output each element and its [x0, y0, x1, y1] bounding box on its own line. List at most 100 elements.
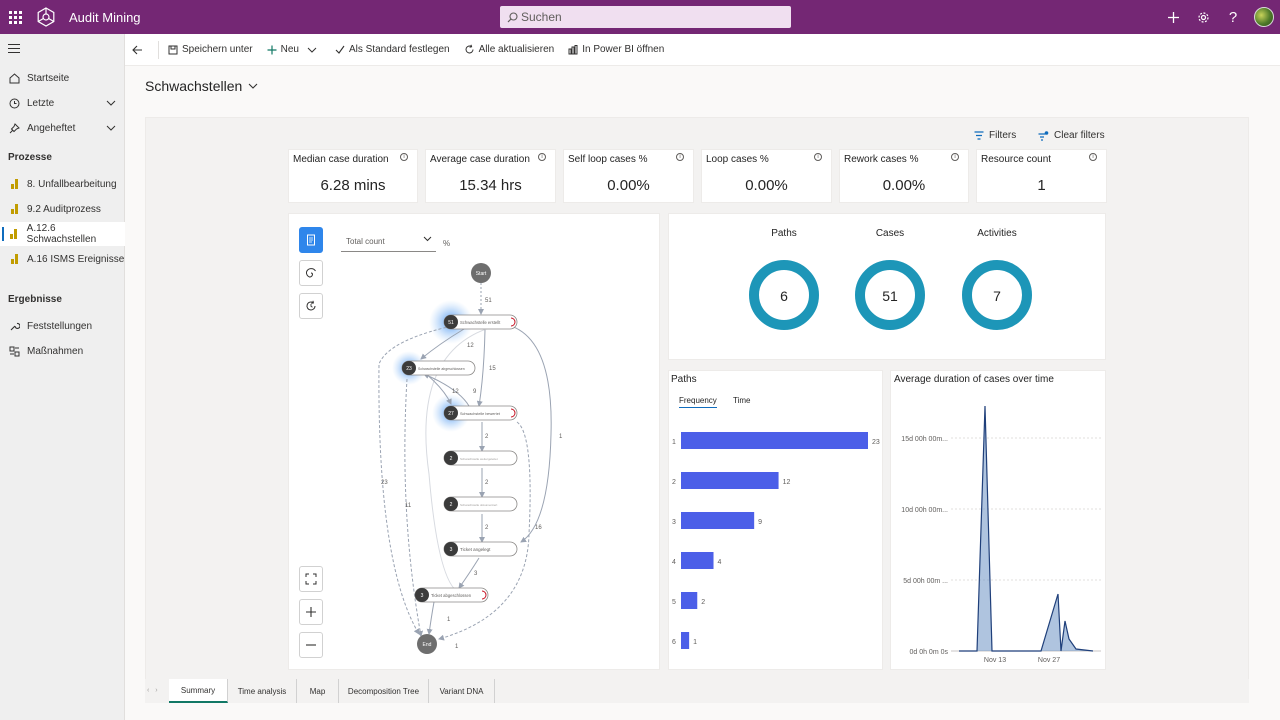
activity-node[interactable]: 27 Schwachstelle bewertet: [443, 405, 518, 421]
info-icon[interactable]: i: [538, 153, 546, 161]
paths-bar-chart: 1 232 123 94 45 26 1: [672, 432, 880, 649]
kpi-card[interactable]: Rework cases % i 0.00%: [839, 149, 969, 203]
activity-node[interactable]: 3 Ticket abgeschlossen: [414, 587, 489, 603]
report-icon: [8, 179, 20, 189]
y-tick-label: 5d 00h 00m ...: [903, 578, 948, 585]
info-icon[interactable]: i: [951, 153, 959, 161]
chevron-down-icon[interactable]: [106, 98, 116, 109]
app-title[interactable]: Audit Mining: [69, 9, 141, 25]
path-bar[interactable]: [681, 512, 755, 529]
gear-icon[interactable]: [1188, 0, 1218, 34]
set-default-label: Als Standard festlegen: [348, 44, 450, 55]
avatar[interactable]: [1254, 7, 1274, 27]
tab-frequency[interactable]: Frequency: [679, 396, 717, 408]
node-name: Schwachstelle bewertet: [460, 412, 501, 416]
search-input[interactable]: Suchen: [500, 6, 791, 28]
tab-decomposition-tree[interactable]: Decomposition Tree: [339, 679, 429, 703]
info-icon[interactable]: i: [814, 153, 822, 161]
filter-icon: [974, 131, 984, 140]
chevron-down-icon[interactable]: [307, 47, 317, 53]
sidebar-item-letzte[interactable]: Letzte: [0, 91, 125, 115]
sidebar-item-startseite[interactable]: Startseite: [0, 66, 125, 90]
info-icon[interactable]: i: [400, 153, 408, 161]
activity-node[interactable]: 2 Schwachstelle weitergeleitet: [443, 450, 518, 466]
set-default-button[interactable]: Als Standard festlegen: [335, 44, 450, 55]
kpi-card[interactable]: Average case duration i 15.34 hrs: [425, 149, 556, 203]
donut-activities[interactable]: [962, 260, 1032, 330]
page-title[interactable]: Schwachstellen: [145, 78, 258, 94]
sidebar-item-feststellungen[interactable]: Feststellungen: [0, 314, 125, 338]
metric-dropdown[interactable]: Total count: [341, 233, 436, 252]
path-bar[interactable]: [681, 552, 714, 569]
map-edges: [378, 283, 552, 641]
sidebar-item-isms-ereignisse[interactable]: A.16 ISMS Ereignisse: [0, 247, 125, 271]
activity-node[interactable]: 2 Schwachstelle dokumentiert: [443, 496, 518, 512]
process-map-panel: 51 12 15 12 9 2 2 2 3 1 1 23 11 16 1 Sta…: [288, 213, 660, 670]
sidebar-item-label: 9.2 Auditprozess: [27, 203, 101, 215]
performance-view-button[interactable]: [299, 260, 323, 286]
zoom-in-button[interactable]: [299, 599, 323, 625]
zoom-out-button[interactable]: [299, 632, 323, 658]
kpi-card[interactable]: Median case duration i 6.28 mins: [288, 149, 418, 203]
percent-toggle[interactable]: %: [443, 239, 451, 248]
tab-time-analysis[interactable]: Time analysis: [228, 679, 297, 703]
path-bar[interactable]: [681, 592, 698, 609]
tab-variant-dna[interactable]: Variant DNA: [429, 679, 495, 703]
report-icon: [8, 204, 20, 214]
tab-summary[interactable]: Summary: [169, 679, 228, 703]
frequency-view-button[interactable]: [299, 227, 323, 253]
activity-node[interactable]: 23 Schwachstelle abgeschlossen: [401, 360, 476, 376]
donut-cases[interactable]: [855, 260, 925, 330]
donut-value: 7: [993, 288, 1001, 304]
page-title-text: Schwachstellen: [145, 78, 243, 94]
add-icon[interactable]: [1158, 0, 1188, 34]
filters-button[interactable]: Filters: [974, 130, 1016, 141]
sidebar-item-schwachstellen[interactable]: A.12.6 Schwachstellen: [0, 222, 125, 246]
hamburger-menu-icon[interactable]: [8, 44, 20, 56]
end-node[interactable]: End: [417, 634, 437, 654]
path-bar[interactable]: [681, 472, 779, 489]
rework-view-button[interactable]: [299, 293, 323, 319]
info-icon[interactable]: i: [1089, 153, 1097, 161]
new-button[interactable]: Neu: [267, 44, 321, 55]
kpi-label: Average case duration: [430, 154, 530, 165]
path-bar[interactable]: [681, 432, 868, 449]
start-node[interactable]: Start: [471, 263, 491, 283]
donut-paths[interactable]: [749, 260, 819, 330]
app-launcher-icon[interactable]: [1, 0, 29, 34]
report-icon: [8, 229, 20, 239]
sidebar-item-unfallbearbeitung[interactable]: 8. Unfallbearbeitung: [0, 172, 125, 196]
chevron-down-icon[interactable]: [106, 123, 116, 134]
tab-map[interactable]: Map: [297, 679, 339, 703]
clear-filters-button[interactable]: Clear filters: [1038, 130, 1105, 141]
path-bar[interactable]: [681, 632, 690, 649]
info-icon[interactable]: i: [676, 153, 684, 161]
kpi-label: Self loop cases %: [568, 154, 648, 165]
node-name: Schwachstelle weitergeleitet: [460, 457, 498, 461]
sidebar-item-auditprozess[interactable]: 9.2 Auditprozess: [0, 197, 125, 221]
refresh-all-button[interactable]: Alle aktualisieren: [464, 44, 554, 55]
chevron-down-icon[interactable]: [248, 83, 258, 89]
node-name: Ticket abgeschlossen: [431, 593, 472, 598]
save-as-button[interactable]: Speichern unter: [168, 44, 253, 55]
help-icon[interactable]: ?: [1228, 8, 1238, 26]
tab-time[interactable]: Time: [733, 396, 751, 405]
refresh-icon: [464, 44, 475, 55]
powerbi-icon: [568, 44, 578, 55]
summary-donuts-panel: Paths Cases Activities 6 51 7: [668, 213, 1106, 360]
edge-label: 12: [467, 343, 474, 349]
activity-node[interactable]: 51 Schwachstelle erstellt: [443, 314, 518, 330]
edge-label: 1: [447, 617, 451, 623]
kpi-card[interactable]: Resource count i 1: [976, 149, 1107, 203]
fit-to-screen-button[interactable]: [299, 566, 323, 592]
command-bar: Speichern unter Neu Als Standard festleg…: [125, 34, 1280, 66]
sidebar: Startseite Letzte Angeheftet Prozesse 8.…: [0, 34, 125, 720]
tab-scroll-arrows[interactable]: ‹ ›: [147, 687, 160, 694]
back-arrow-icon[interactable]: [132, 45, 146, 55]
sidebar-item-angeheftet[interactable]: Angeheftet: [0, 116, 125, 140]
open-powerbi-button[interactable]: In Power BI öffnen: [568, 44, 664, 55]
kpi-card[interactable]: Self loop cases % i 0.00%: [563, 149, 694, 203]
sidebar-item-massnahmen[interactable]: Maßnahmen: [0, 339, 125, 363]
activity-node[interactable]: 3 Ticket angelegt: [443, 541, 518, 557]
kpi-card[interactable]: Loop cases % i 0.00%: [701, 149, 832, 203]
